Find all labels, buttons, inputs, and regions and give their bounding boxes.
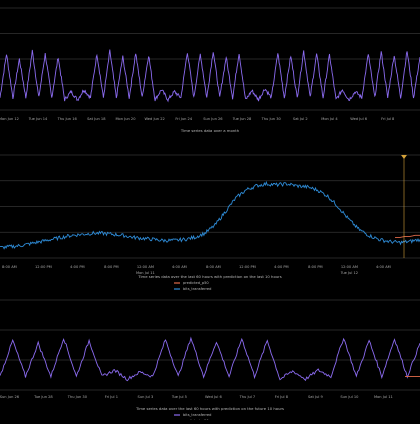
x-tick-label: Fri Jul 8 bbox=[275, 395, 289, 399]
x-tick-label: 4:00 PM bbox=[274, 265, 288, 269]
series-line-bits_transferred bbox=[0, 336, 420, 382]
x-tick-label: 8:00 AM bbox=[2, 265, 17, 269]
x-tick-label: Thu Jul 7 bbox=[239, 395, 256, 399]
x-tick-label: Wed Jun 22 bbox=[144, 117, 164, 121]
x-tick-label: 12:00 AM bbox=[341, 265, 358, 269]
x-tick-label: 12:00 PM bbox=[239, 265, 256, 269]
chart-title: Time series data over the last 60 hours … bbox=[137, 274, 281, 279]
x-tick-label: Sun Jul 10 bbox=[340, 395, 359, 399]
x-tick-label: Wed Jul 6 bbox=[205, 395, 222, 399]
x-tick-label: Sun Jun 26 bbox=[0, 395, 20, 399]
x-tick-label: 8:00 AM bbox=[206, 265, 221, 269]
x-tick-label: Mon Jul 11 bbox=[136, 271, 155, 275]
x-tick-label: Sun Jul 3 bbox=[138, 395, 154, 399]
x-tick-label: Thu Jun 30 bbox=[67, 395, 88, 399]
x-tick-label: Sat Jul 2 bbox=[293, 117, 308, 121]
x-tick-label: 12:00 PM bbox=[35, 265, 52, 269]
series-line-predicted_p50 bbox=[395, 234, 420, 238]
x-tick-label: Sat Jun 18 bbox=[87, 117, 106, 121]
x-tick-label: Thu Jun 30 bbox=[261, 117, 282, 121]
chart-title: Time series data over the last 60 hours … bbox=[135, 406, 284, 411]
x-tick-label: 4:00 AM bbox=[376, 265, 391, 269]
x-tick-label: Mon Jun 12 bbox=[0, 117, 19, 121]
x-tick-label: Fri Jun 24 bbox=[175, 117, 192, 121]
x-tick-label: Fri Jul 1 bbox=[105, 395, 118, 399]
x-tick-label: Thu Jun 16 bbox=[57, 117, 78, 121]
x-tick-label: Sun Jun 26 bbox=[203, 117, 223, 121]
x-tick-label: Tue Jun 14 bbox=[28, 117, 48, 121]
series-line-main bbox=[0, 49, 420, 103]
chart-title: Time series data over a month bbox=[180, 128, 240, 133]
x-tick-label: Sat Jul 9 bbox=[308, 395, 324, 399]
legend-label: bits_transferred bbox=[183, 287, 211, 291]
x-tick-label: 8:00 PM bbox=[308, 265, 322, 269]
prediction-marker bbox=[401, 155, 407, 159]
x-tick-label: Tue Jun 28 bbox=[33, 395, 53, 399]
series-line-bits_transferred bbox=[0, 180, 420, 250]
x-tick-label: Tue Jul 12 bbox=[340, 271, 358, 275]
x-tick-label: 12:00 AM bbox=[137, 265, 154, 269]
x-tick-label: 4:00 AM bbox=[172, 265, 187, 269]
legend-label: predicted_p50 bbox=[183, 281, 209, 285]
x-tick-label: Mon Jul 4 bbox=[321, 117, 338, 121]
x-tick-label: 4:00 PM bbox=[70, 265, 84, 269]
x-tick-label: 8:00 PM bbox=[104, 265, 118, 269]
x-tick-label: Tue Jun 28 bbox=[232, 117, 252, 121]
legend-label: bits_transferred bbox=[183, 413, 211, 417]
x-tick-label: Mon Jun 20 bbox=[115, 117, 136, 121]
x-tick-label: Fri Jul 8 bbox=[381, 117, 395, 121]
x-tick-label: Mon Jul 11 bbox=[374, 395, 393, 399]
x-tick-label: Wed Jul 6 bbox=[350, 117, 367, 121]
x-tick-label: Tue Jul 5 bbox=[171, 395, 187, 399]
